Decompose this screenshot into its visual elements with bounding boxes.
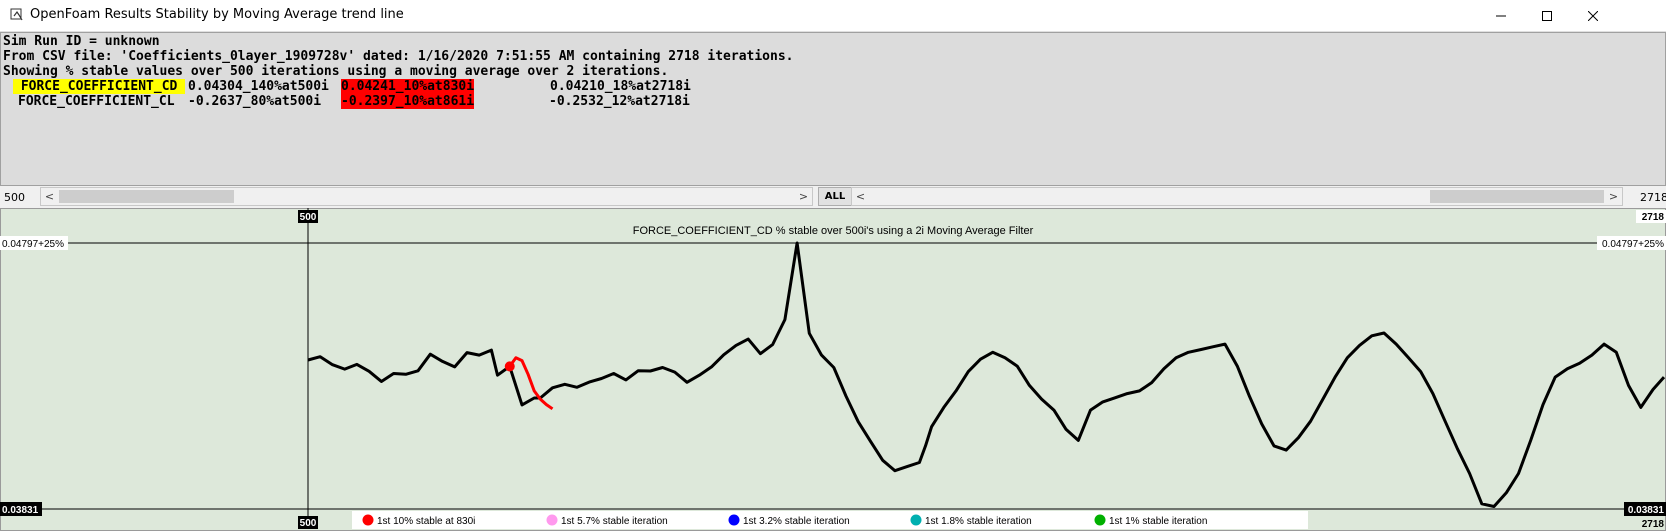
legend-marker-icon xyxy=(1094,514,1106,526)
scroll-right-arrow-icon[interactable]: > xyxy=(1608,190,1619,203)
app-icon xyxy=(10,8,23,21)
chart-background xyxy=(0,208,1666,531)
range-start-label: 500 xyxy=(4,191,25,204)
maximize-icon xyxy=(1542,10,1552,21)
series-value-cd-10pct: 0.04241_10%at830i xyxy=(341,79,475,94)
series-cd-line xyxy=(307,241,1666,508)
top-left-value-label: 0.04797+25% xyxy=(2,239,64,250)
close-button[interactable] xyxy=(1570,0,1616,31)
legend-label: 1st 1% stable iteration xyxy=(1109,516,1207,527)
stable-point-marker xyxy=(504,361,515,372)
legend-label: 1st 3.2% stable iteration xyxy=(743,516,850,527)
bottom-left-value-label: 0.03831 xyxy=(2,505,39,516)
legend-label: 1st 1.8% stable iteration xyxy=(925,516,1032,527)
minimize-icon xyxy=(1496,15,1506,16)
legend-box xyxy=(352,511,1308,529)
top-left-value-bg xyxy=(0,236,68,250)
start-marker-bottom: 500 xyxy=(300,518,317,529)
start-scrollbar[interactable]: < > xyxy=(40,187,813,206)
stability-description: Showing % stable values over 500 iterati… xyxy=(3,64,669,79)
legend-marker-icon xyxy=(546,514,558,526)
series-10pct-stable-segment xyxy=(508,356,554,411)
info-panel: Sim Run ID = unknown From CSV file: 'Coe… xyxy=(0,32,1666,186)
end-scroll-thumb[interactable] xyxy=(1430,190,1604,203)
bottom-right-value-bg xyxy=(1624,502,1666,516)
minimize-button[interactable] xyxy=(1478,0,1524,31)
start-marker-top-bg xyxy=(298,210,318,223)
scroll-left-arrow-icon[interactable]: < xyxy=(855,190,866,203)
close-icon xyxy=(1588,10,1598,21)
end-marker-top-bg xyxy=(1636,210,1666,223)
series-name-cl[interactable]: FORCE_COEFFICIENT_CL xyxy=(18,94,175,109)
range-controls: 500 < > ALL < > 2718 xyxy=(0,186,1666,207)
sim-run-id: Sim Run ID = unknown xyxy=(3,34,160,49)
legend-label: 1st 5.7% stable iteration xyxy=(561,516,668,527)
window-title: OpenFoam Results Stability by Moving Ave… xyxy=(30,7,404,22)
maximize-button[interactable] xyxy=(1524,0,1570,31)
bottom-left-value-bg xyxy=(0,502,42,516)
legend-marker-icon xyxy=(728,514,740,526)
end-scrollbar[interactable]: < > xyxy=(851,187,1623,206)
series-value-cd-final: 0.04210_18%at2718i xyxy=(550,79,691,94)
legend-label: 1st 10% stable at 830i xyxy=(377,516,475,527)
stability-chart: FORCE_COEFFICIENT_CD % stable over 500i'… xyxy=(0,208,1666,531)
scroll-left-arrow-icon[interactable]: < xyxy=(44,190,55,203)
bottom-right-value-label: 0.03831 xyxy=(1628,505,1665,516)
legend-marker-icon xyxy=(910,514,922,526)
title-bar: OpenFoam Results Stability by Moving Ave… xyxy=(0,0,1666,32)
series-value-cl-10pct: -0.2397_10%at861i xyxy=(341,94,475,109)
all-button[interactable]: ALL xyxy=(818,187,852,206)
series-value-cl-500: -0.2637_80%at500i xyxy=(188,94,322,109)
end-marker-top: 2718 xyxy=(1642,212,1665,223)
start-marker-top: 500 xyxy=(300,212,317,223)
chart-title: FORCE_COEFFICIENT_CD % stable over 500i'… xyxy=(633,225,1034,237)
top-right-value-label: 0.04797+25% xyxy=(1602,239,1664,250)
end-marker-bottom: 2718 xyxy=(1642,519,1665,530)
series-value-cd-500: 0.04304_140%at500i xyxy=(188,79,329,94)
legend: 1st 10% stable at 830i 1st 5.7% stable it… xyxy=(362,514,1207,527)
start-scroll-thumb[interactable] xyxy=(59,190,234,203)
scroll-right-arrow-icon[interactable]: > xyxy=(798,190,809,203)
range-end-label: 2718 xyxy=(1640,191,1666,204)
series-name-cd[interactable]: FORCE_COEFFICIENT_CD xyxy=(13,79,186,94)
start-marker-bottom-bg xyxy=(298,516,318,529)
top-right-value-bg xyxy=(1597,236,1666,250)
csv-file-info: From CSV file: 'Coefficients_0layer_1909… xyxy=(3,49,794,64)
legend-marker-icon xyxy=(362,514,374,526)
series-value-cl-final: -0.2532_12%at2718i xyxy=(549,94,690,109)
